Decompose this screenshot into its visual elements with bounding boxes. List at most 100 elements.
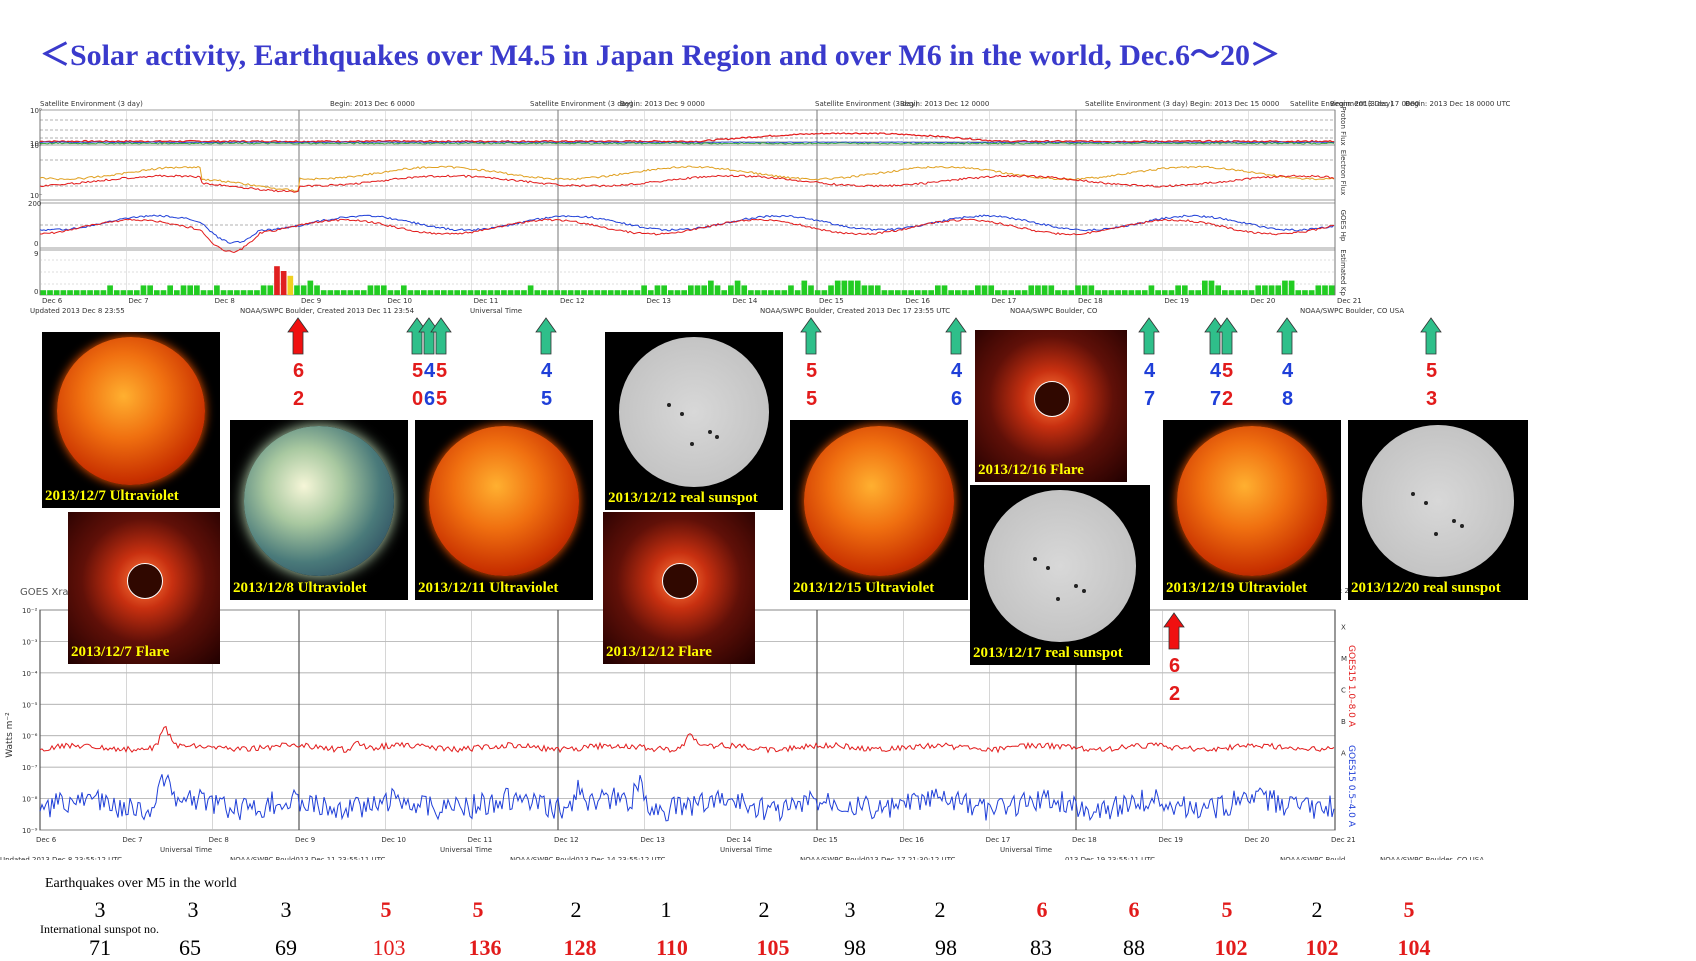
kp-bar bbox=[921, 290, 928, 295]
magnitude-digit-1: 4 bbox=[1281, 360, 1293, 382]
day-tick: Dec 9 bbox=[301, 297, 321, 305]
legend-blue: GOES15 0.5–4.0 A bbox=[1346, 745, 1356, 828]
kp-bar bbox=[1115, 290, 1121, 295]
kp-bar bbox=[554, 290, 561, 295]
kp-bar bbox=[367, 285, 374, 295]
kp-bar bbox=[1021, 290, 1028, 295]
photo-caption: 2013/12/12 real sunspot bbox=[608, 490, 758, 506]
kp-bar bbox=[47, 290, 53, 295]
kp-bar bbox=[768, 290, 774, 295]
sunspot bbox=[1434, 531, 1439, 536]
xray-footer: Updated 2013 Dec 8 23:55:12 UTC bbox=[0, 856, 122, 860]
kp-bar bbox=[794, 290, 801, 295]
earthquake-count: 6 bbox=[1036, 897, 1048, 922]
kp-bar bbox=[901, 290, 908, 295]
sunspot bbox=[690, 442, 695, 447]
kp-bar bbox=[467, 290, 474, 295]
sunspot bbox=[1411, 492, 1415, 496]
kp-bar bbox=[87, 290, 93, 295]
kp-bar bbox=[701, 285, 708, 295]
xray-y-tick: 10⁻⁴ bbox=[22, 670, 38, 678]
y-tick: 10³ bbox=[30, 142, 42, 150]
panel-header: Begin: 2013 Dec 6 0000 bbox=[330, 100, 415, 108]
xray-day-tick: Dec 11 bbox=[468, 836, 493, 844]
kp-bar bbox=[260, 285, 267, 295]
sunspot bbox=[1045, 566, 1050, 570]
day-tick: Dec 17 bbox=[992, 297, 1017, 305]
sunspot bbox=[667, 403, 672, 408]
hp-red bbox=[40, 218, 1335, 254]
kp-bar bbox=[507, 290, 514, 295]
day-tick: Dec 7 bbox=[128, 297, 148, 305]
sunspot-number: 136 bbox=[468, 935, 502, 960]
earthquake-count: 5 bbox=[472, 897, 484, 922]
xray-day-tick: Dec 6 bbox=[36, 836, 57, 844]
kp-bar bbox=[788, 285, 794, 295]
sunspot-row-label: International sunspot no. bbox=[40, 922, 159, 936]
xray-y-tick: 10⁻² bbox=[22, 607, 38, 615]
kp-bar bbox=[407, 290, 414, 295]
xray-y-tick: 10⁻⁹ bbox=[22, 827, 38, 835]
kp-bar bbox=[414, 290, 420, 295]
sunspot bbox=[1423, 501, 1428, 505]
kp-bar bbox=[334, 290, 340, 295]
earthquake-count: 6 bbox=[1128, 897, 1140, 922]
solar-photo: 2013/12/17 real sunspot bbox=[970, 485, 1150, 665]
xray-header: GOES Xray bbox=[20, 587, 75, 598]
kp-bar bbox=[1075, 285, 1081, 295]
kp-bar bbox=[955, 290, 961, 295]
sun-disk bbox=[619, 337, 769, 487]
kp-bar bbox=[360, 290, 367, 295]
kp-bar bbox=[961, 290, 968, 295]
panel-header: Satellite Environment (3 day) bbox=[1085, 100, 1188, 108]
panel-footer: Updated 2013 Dec 8 23:55 bbox=[30, 307, 125, 315]
magnitude-digit-2: 2 bbox=[1168, 683, 1180, 705]
earthquake-count: 2 bbox=[934, 897, 946, 922]
magnitude-digit-2: 2 bbox=[1221, 388, 1233, 410]
kp-bar bbox=[120, 290, 127, 295]
xray-footer: NOAA/SWPC Bould013 Dec 14 23:55:12 UTC bbox=[510, 856, 666, 860]
kp-bar bbox=[981, 285, 988, 295]
kp-bar bbox=[754, 290, 761, 295]
xray-y-tick: 10⁻³ bbox=[22, 638, 38, 646]
sunspot bbox=[1452, 519, 1457, 523]
sunspot bbox=[679, 412, 684, 417]
kp-bar bbox=[988, 285, 995, 295]
kp-bar bbox=[527, 285, 534, 295]
solar-photo: 2013/12/12 Flare bbox=[603, 512, 755, 664]
panel-header: Satellite Environment (3 day) bbox=[1290, 100, 1393, 108]
kp-bar bbox=[314, 285, 320, 295]
kp-bar bbox=[320, 290, 327, 295]
kp-bar bbox=[434, 290, 441, 295]
kp-bar bbox=[854, 280, 861, 295]
photo-caption: 2013/12/7 Ultraviolet bbox=[45, 488, 179, 504]
kp-bar bbox=[80, 290, 87, 295]
sunspot bbox=[708, 429, 713, 434]
xray-footer: NOAA/SWPC Bould013 Dec 17 21:30:12 UTC bbox=[800, 856, 956, 860]
kp-bar bbox=[194, 285, 200, 295]
sunspot-number: 128 bbox=[563, 935, 597, 960]
panel-header: Satellite Environment (3 day) bbox=[530, 100, 633, 108]
kp-bar bbox=[821, 290, 828, 295]
kp-bar bbox=[1161, 290, 1168, 295]
kp-bar bbox=[848, 280, 854, 295]
kp-bar bbox=[714, 285, 721, 295]
earthquake-count: 1 bbox=[660, 897, 672, 922]
earthquake-count: 2 bbox=[1311, 897, 1323, 922]
earthquake-count: 2 bbox=[570, 897, 582, 922]
class-label: B bbox=[1341, 718, 1346, 726]
xray-day-tick: Dec 13 bbox=[640, 836, 665, 844]
earthquake-row-label: Earthquakes over M5 in the world bbox=[45, 876, 237, 891]
xray-xlabel: Universal Time bbox=[160, 846, 212, 854]
magnitude-digit-2: 5 bbox=[435, 388, 447, 410]
kp-bar bbox=[1235, 290, 1242, 295]
xray-day-tick: Dec 7 bbox=[122, 836, 142, 844]
kp-bar bbox=[861, 285, 868, 295]
day-tick: Dec 21 bbox=[1337, 297, 1362, 305]
sun-disk bbox=[1362, 425, 1514, 577]
xray-day-tick: Dec 8 bbox=[209, 836, 229, 844]
kp-bar bbox=[481, 290, 487, 295]
xray-day-tick: Dec 17 bbox=[986, 836, 1011, 844]
earthquake-count: 5 bbox=[1403, 897, 1415, 922]
proton-flux-blue bbox=[39, 141, 1335, 144]
